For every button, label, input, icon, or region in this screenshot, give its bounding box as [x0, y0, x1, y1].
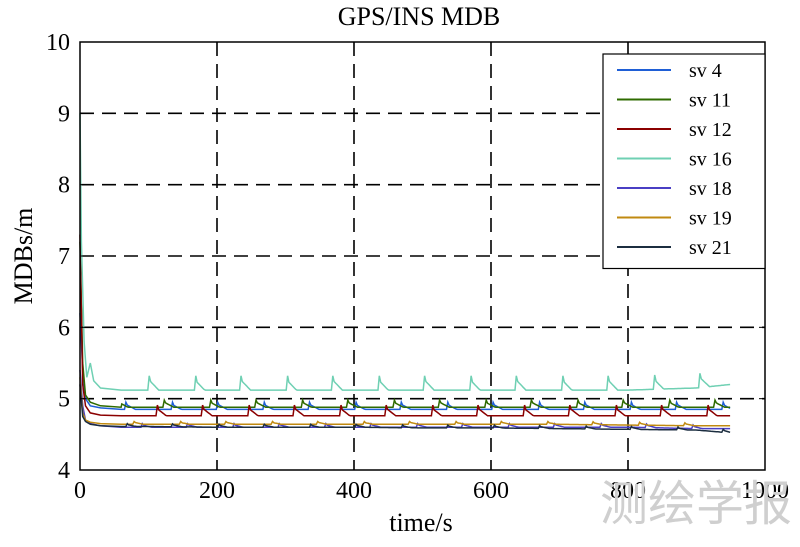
legend-label: sv 19: [689, 208, 732, 230]
y-tick-label: 7: [58, 244, 70, 270]
legend-label: sv 12: [689, 119, 732, 141]
y-tick-label: 5: [58, 387, 70, 413]
x-tick-label: 200: [199, 478, 235, 504]
y-ticks: 4 5 6 7 8 9 10: [46, 30, 765, 484]
series-line-sv4: [79, 313, 731, 411]
legend: sv 4 sv 11 sv 12 sv 16 sv 18 sv 19 sv 21: [602, 53, 766, 270]
legend-label: sv 16: [689, 149, 732, 171]
series-line-sv11: [79, 241, 731, 408]
x-axis-label: time/s: [389, 508, 453, 537]
series-line-sv16: [79, 113, 731, 391]
watermark-logo: 测绘学报: [600, 476, 792, 532]
series-lines: [79, 113, 731, 434]
x-tick-label: 600: [473, 478, 509, 504]
legend-label: sv 11: [689, 90, 731, 112]
x-tick-label: 800: [610, 478, 646, 504]
y-tick-label: 6: [58, 315, 70, 341]
x-tick-label: 0: [74, 478, 86, 504]
legend-label: sv 4: [689, 60, 722, 82]
legend-label: sv 18: [689, 178, 732, 200]
y-tick-label: 8: [58, 173, 70, 199]
series-line-sv12: [79, 234, 731, 417]
x-ticks: 0 200 400 600 800 1000: [74, 42, 789, 504]
chart-title: GPS/INS MDB: [338, 2, 501, 31]
y-tick-label: 9: [58, 101, 70, 127]
legend-label: sv 21: [689, 237, 732, 259]
y-tick-label: 4: [58, 458, 70, 484]
legend-box: [602, 53, 766, 270]
x-tick-label: 1000: [741, 478, 789, 504]
y-axis-label: MDBs/m: [9, 208, 38, 305]
y-tick-label: 10: [46, 30, 70, 56]
series-line-sv19: [79, 377, 731, 427]
series-line-sv21: [79, 384, 731, 434]
x-tick-label: 400: [336, 478, 372, 504]
